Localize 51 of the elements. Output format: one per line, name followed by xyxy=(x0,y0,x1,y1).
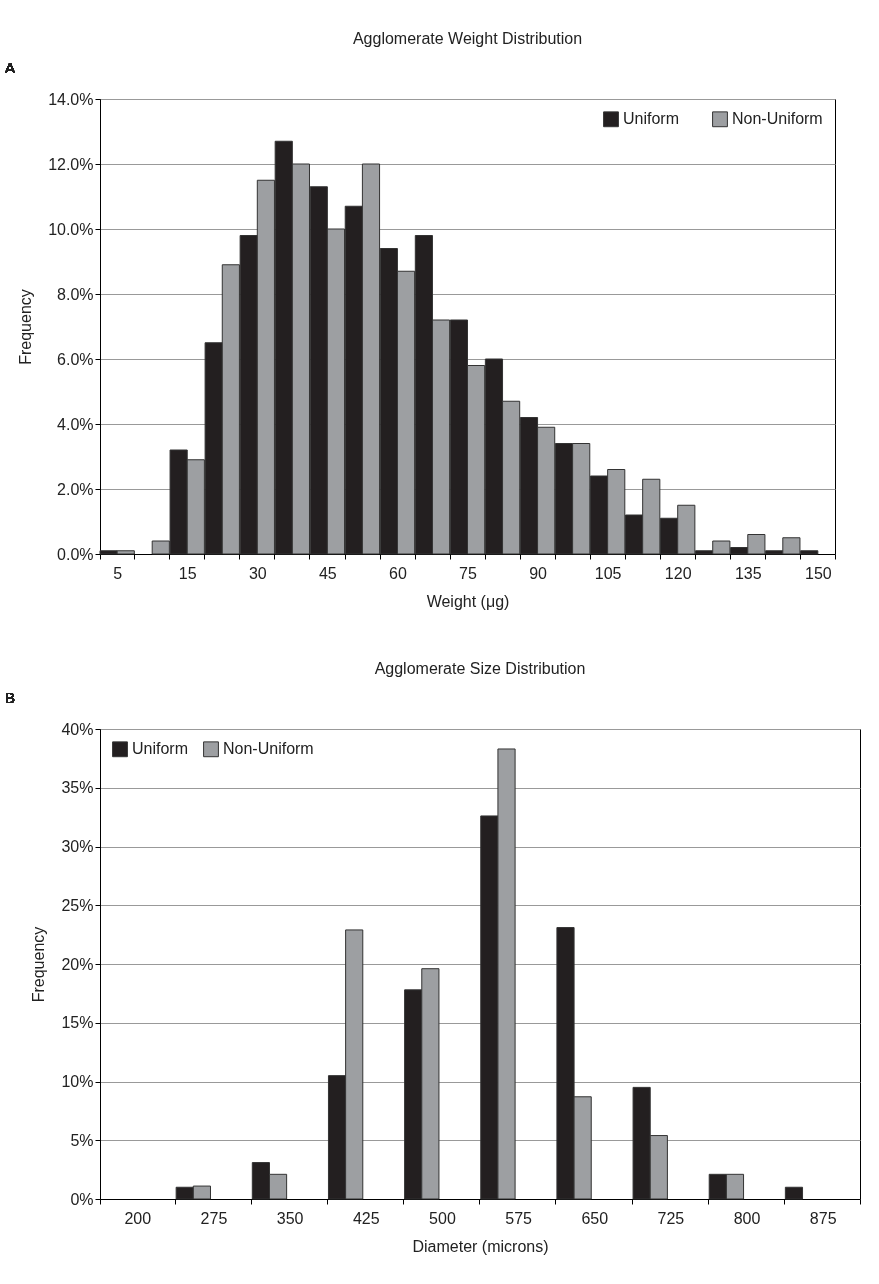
x-tick-label: 45 xyxy=(318,564,337,582)
x-tick-label: 60 xyxy=(389,564,407,582)
x-tick-label: 135 xyxy=(734,564,762,582)
x-tick-label: 875 xyxy=(809,1209,837,1227)
x-tick-label: 30 xyxy=(248,564,267,582)
x-tick-label: 200 xyxy=(124,1209,152,1227)
y-tick-label: 35% xyxy=(61,779,94,797)
x-tick-label: 105 xyxy=(594,564,622,582)
y-tick-label: 5% xyxy=(70,1131,94,1149)
y-tick-label: 0% xyxy=(70,1190,94,1208)
y-tick-label: 10% xyxy=(61,1073,94,1090)
y-tick-label: 15% xyxy=(61,1014,94,1032)
x-tick-label: 120 xyxy=(664,564,692,582)
bar xyxy=(784,1186,804,1200)
y-tick-label: 12.0% xyxy=(48,155,94,173)
chart-title: Agglomerate Weight Distribution xyxy=(352,30,583,47)
x-tick-label: 90 xyxy=(529,564,548,582)
x-tick-label: 500 xyxy=(429,1209,456,1227)
y-axis-title: Frequency xyxy=(17,289,35,365)
y-tick-label: 4.0% xyxy=(57,415,94,433)
y-tick-label: 40% xyxy=(61,720,94,738)
legend-label: Non-Uniform xyxy=(732,110,823,128)
y-tick-label: 14.0% xyxy=(48,90,94,108)
x-tick-label: 350 xyxy=(276,1209,304,1227)
x-tick-label: 425 xyxy=(352,1209,380,1227)
legend-label: Uniform xyxy=(623,110,680,128)
chart-title: Agglomerate Size Distribution xyxy=(374,660,586,677)
legend-label: Uniform xyxy=(132,740,189,758)
x-tick-label: 5 xyxy=(113,564,123,582)
x-tick-label: 575 xyxy=(505,1209,533,1227)
y-tick-label: 20% xyxy=(61,955,94,973)
y-tick-label: 25% xyxy=(61,896,94,914)
text: B xyxy=(5,689,16,706)
y-tick-label: 8.0% xyxy=(57,285,94,303)
y-tick-label: 10.0% xyxy=(48,220,94,238)
y-tick-label: 30% xyxy=(61,838,94,855)
x-tick-label: 800 xyxy=(733,1209,761,1227)
x-tick-label: 275 xyxy=(200,1209,228,1227)
y-tick-label: 2.0% xyxy=(57,480,94,498)
x-tick-label: 725 xyxy=(657,1209,685,1227)
x-tick-label: 75 xyxy=(459,564,477,582)
x-tick-label: 15 xyxy=(178,564,197,582)
legend-label: Non-Uniform xyxy=(223,740,314,758)
y-tick-label: 0.0% xyxy=(57,545,94,563)
y-tick-label: 6.0% xyxy=(57,350,94,368)
x-axis-title: Weight (μg) xyxy=(426,592,510,610)
x-axis-title: Diameter (microns) xyxy=(412,1237,549,1255)
text: A xyxy=(5,59,16,76)
y-axis-title: Frequency xyxy=(30,926,48,1003)
x-tick-label: 650 xyxy=(581,1209,609,1227)
x-tick-label: 150 xyxy=(804,564,832,582)
